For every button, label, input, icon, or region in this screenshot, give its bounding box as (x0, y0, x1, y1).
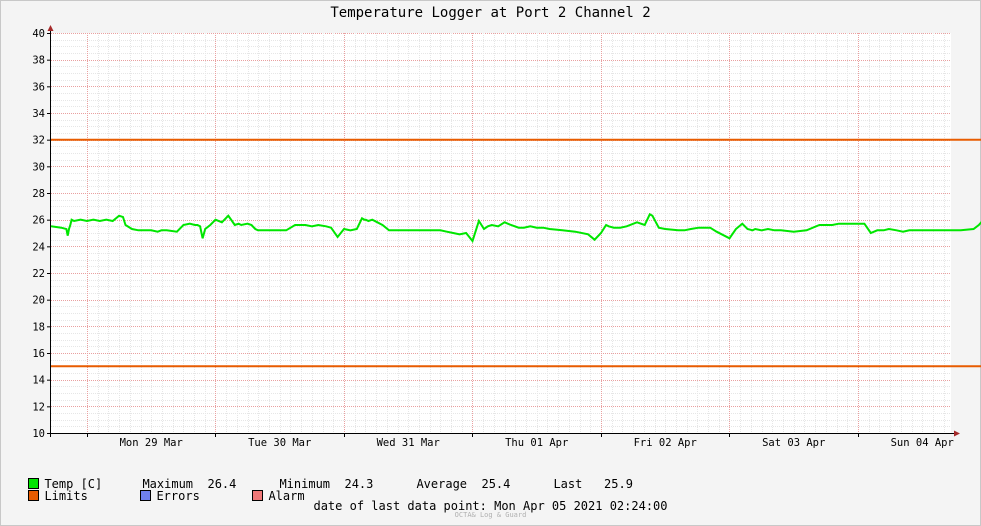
y-tick-label: 34 (32, 108, 45, 120)
watermark: OCTA& Log & Guard (454, 511, 527, 519)
stat-average: Average 25.4 (402, 463, 510, 491)
stat-maximum: Maximum 26.4 (128, 463, 236, 491)
legend-temp-swatch (28, 478, 40, 489)
legend-errors-label: Errors (156, 489, 200, 503)
y-axis-ticks: 10 12 14 16 18 20 22 24 26 28 30 32 34 36 38 40 (32, 28, 51, 440)
x-tick-label: Fri 02 Apr (634, 437, 697, 449)
stat-minimum: Minimum 24.3 (265, 463, 373, 491)
last-data-point-value: Mon Apr 05 2021 02:24:00 (494, 499, 668, 513)
y-tick-label: 22 (32, 268, 45, 280)
stat-average-value: 25.4 (481, 477, 511, 491)
y-tick-label: 10 (32, 428, 45, 440)
chart-title: Temperature Logger at Port 2 Channel 2 (330, 5, 651, 21)
y-tick-label: 30 (32, 161, 45, 173)
stat-maximum-value: 26.4 (207, 477, 237, 491)
y-tick-label: 24 (32, 241, 45, 253)
y-axis-arrow (47, 25, 54, 31)
legend-limits: Limits (14, 475, 88, 503)
legend-temp: Temp [C] (14, 463, 102, 491)
last-data-point: date of last data point: Mon Apr 05 2021… (0, 499, 981, 513)
y-tick-label: 26 (32, 215, 45, 227)
y-tick-label: 28 (32, 188, 45, 200)
grid (51, 33, 951, 434)
x-tick-label: Sat 03 Apr (762, 437, 825, 449)
series-temp-line (50, 212, 981, 244)
x-axis-arrow (954, 430, 960, 437)
y-tick-label: 32 (32, 135, 45, 147)
stat-last-name: Last (553, 477, 583, 491)
y-tick-label: 38 (32, 55, 45, 67)
stat-last-value: 25.9 (604, 477, 633, 491)
stat-last: Last 25.9 (539, 463, 633, 491)
x-axis-ticks: Mon 29 Mar Tue 30 Mar Wed 31 Mar Thu 01 Apr… (87, 433, 954, 449)
axes (47, 25, 960, 437)
x-tick-label: Mon 29 Mar (120, 437, 183, 449)
legend-errors-swatch (140, 490, 152, 501)
stat-minimum-value: 24.3 (344, 477, 374, 491)
stat-average-name: Average (416, 477, 468, 491)
stat-maximum-name: Maximum (142, 477, 194, 491)
x-tick-label: Tue 30 Mar (248, 437, 311, 449)
y-tick-label: 36 (32, 81, 45, 93)
y-tick-label: 18 (32, 321, 45, 333)
y-tick-label: 20 (32, 295, 45, 307)
y-tick-label: 14 (32, 375, 45, 387)
legend-limits-swatch (28, 490, 40, 501)
legend-alarm-label: Alarm (268, 489, 305, 503)
y-tick-label: 16 (32, 348, 45, 360)
legend-temp-label: Temp [C] (44, 477, 103, 491)
legend-alarm-swatch (252, 490, 264, 501)
x-tick-label: Thu 01 Apr (505, 437, 568, 449)
legend-alarm: Alarm (238, 475, 305, 503)
legend-errors: Errors (126, 475, 200, 503)
stat-minimum-name: Minimum (279, 477, 331, 491)
y-tick-label: 12 (32, 401, 45, 413)
x-tick-label: Sun 04 Apr (891, 437, 954, 449)
y-tick-label: 40 (32, 28, 45, 40)
x-tick-label: Wed 31 Mar (377, 437, 440, 449)
series-group (50, 138, 981, 368)
last-data-point-label: date of last data point: (313, 499, 487, 513)
legend-limits-label: Limits (44, 489, 88, 503)
